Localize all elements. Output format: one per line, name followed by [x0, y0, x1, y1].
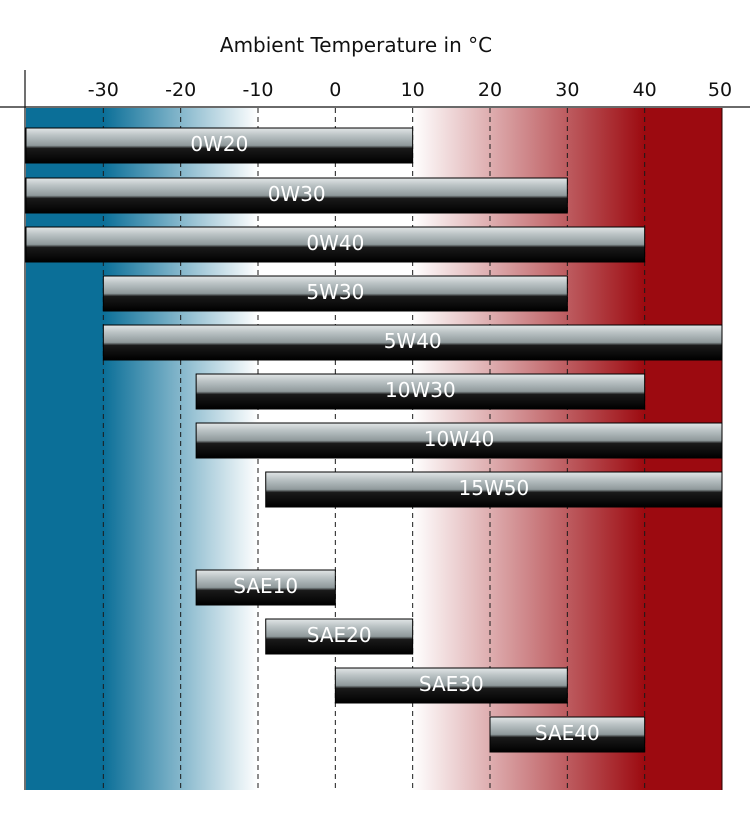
bar-range — [489, 716, 646, 753]
x-tick-label: -20 — [165, 79, 196, 101]
x-tick-label: -30 — [88, 79, 119, 101]
x-tick-label: 30 — [555, 79, 579, 101]
range-bar-0w20: 0W20 — [25, 127, 414, 164]
range-bar-0w40: 0W40 — [25, 226, 646, 263]
bar-label: 0W30 — [268, 182, 326, 206]
x-tick-label: 40 — [633, 79, 657, 101]
bar-range — [25, 226, 646, 263]
range-bar-10w40: 10W40 — [195, 422, 723, 459]
chart-title: Ambient Temperature in °C — [220, 33, 492, 57]
range-bar-5w30: 5W30 — [102, 275, 568, 312]
bar-range — [195, 569, 336, 606]
x-tick-label: -10 — [242, 79, 273, 101]
bar-label: SAE20 — [307, 623, 372, 647]
bar-label: 5W30 — [306, 280, 364, 304]
bar-label: 0W40 — [306, 231, 364, 255]
bar-label: 10W40 — [424, 427, 495, 451]
range-bar-sae30: SAE30 — [334, 667, 568, 704]
range-bars: 0W20 0W30 0W40 5W30 5W40 10W30 10W40 15W50 SAE10… — [25, 127, 723, 753]
bar-label: SAE10 — [233, 574, 298, 598]
bar-range — [265, 471, 723, 508]
bar-range — [102, 324, 723, 361]
x-tick-label: 20 — [478, 79, 502, 101]
bar-range — [25, 177, 568, 214]
bar-range — [265, 618, 414, 655]
range-bar-10w30: 10W30 — [195, 373, 646, 410]
range-bar-15w50: 15W50 — [265, 471, 723, 508]
x-tick-labels: -30 -20 -10 0 10 20 30 40 50 — [88, 79, 732, 101]
bar-label: SAE30 — [419, 672, 484, 696]
bar-label: 15W50 — [459, 476, 530, 500]
bar-range — [334, 667, 568, 704]
bar-label: 10W30 — [385, 378, 456, 402]
x-tick-label: 50 — [708, 79, 732, 101]
bar-range — [25, 127, 414, 164]
range-bar-0w30: 0W30 — [25, 177, 568, 214]
bar-label: 0W20 — [190, 132, 248, 156]
range-bar-sae20: SAE20 — [265, 618, 414, 655]
range-bar-5w40: 5W40 — [102, 324, 723, 361]
x-tick-label: 10 — [401, 79, 425, 101]
bar-label: SAE40 — [535, 721, 600, 745]
bar-range — [102, 275, 568, 312]
range-bar-sae10: SAE10 — [195, 569, 336, 606]
bar-range — [195, 373, 646, 410]
x-tick-label: 0 — [329, 79, 341, 101]
range-bar-sae40: SAE40 — [489, 716, 646, 753]
bar-range — [195, 422, 723, 459]
bar-label: 5W40 — [384, 329, 442, 353]
